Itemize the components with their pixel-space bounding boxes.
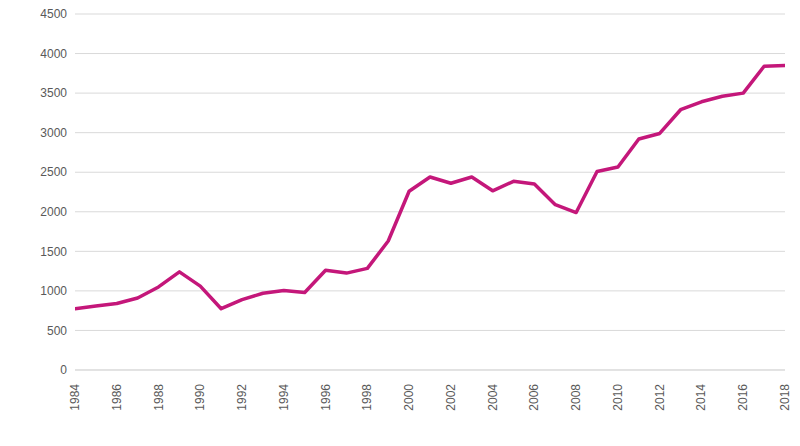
svg-text:4500: 4500 (40, 8, 67, 21)
svg-text:1996: 1996 (319, 384, 333, 411)
svg-text:2006: 2006 (527, 384, 541, 411)
svg-text:2010: 2010 (611, 384, 625, 411)
svg-text:1998: 1998 (360, 384, 374, 411)
svg-text:1994: 1994 (277, 384, 291, 411)
svg-text:2004: 2004 (486, 384, 500, 411)
svg-text:2018: 2018 (778, 384, 792, 411)
svg-text:2012: 2012 (653, 384, 667, 411)
svg-text:1992: 1992 (235, 384, 249, 411)
svg-text:2000: 2000 (40, 205, 67, 219)
svg-text:1988: 1988 (152, 384, 166, 411)
svg-text:3000: 3000 (40, 126, 67, 140)
svg-text:2016: 2016 (736, 384, 750, 411)
svg-text:0: 0 (60, 363, 67, 377)
svg-text:500: 500 (47, 324, 67, 338)
svg-text:1984: 1984 (68, 384, 82, 411)
svg-text:2014: 2014 (694, 384, 708, 411)
svg-text:2000: 2000 (402, 384, 416, 411)
svg-text:3500: 3500 (40, 86, 67, 100)
svg-text:2002: 2002 (444, 384, 458, 411)
svg-text:1986: 1986 (110, 384, 124, 411)
svg-text:2008: 2008 (569, 384, 583, 411)
svg-text:2500: 2500 (40, 165, 67, 179)
svg-text:1000: 1000 (40, 284, 67, 298)
svg-text:1500: 1500 (40, 245, 67, 259)
svg-text:4000: 4000 (40, 47, 67, 61)
svg-text:1990: 1990 (193, 384, 207, 411)
